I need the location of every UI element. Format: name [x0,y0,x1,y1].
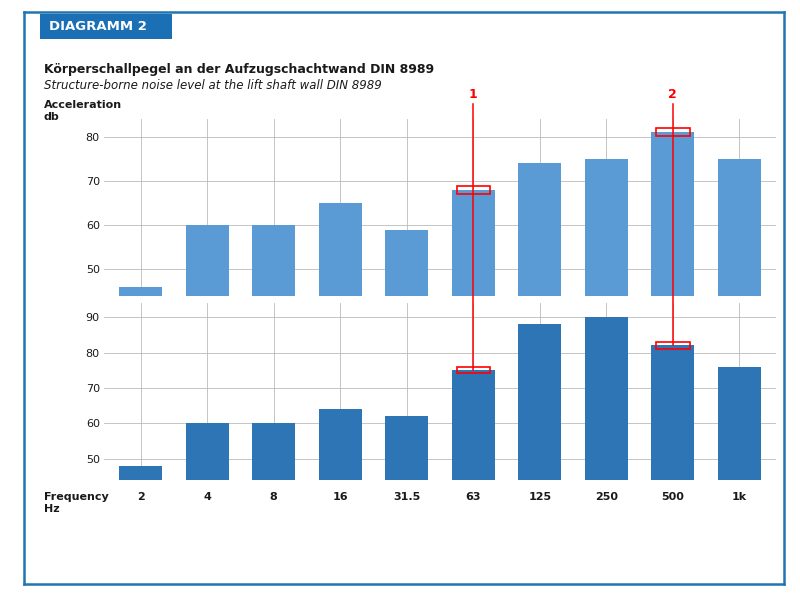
Bar [385,229,428,491]
Text: 4: 4 [203,492,211,502]
Text: 63: 63 [466,492,481,502]
Text: 2: 2 [669,88,678,101]
Text: DIAGRAMM 2: DIAGRAMM 2 [50,20,147,33]
Bar [385,416,428,596]
Bar [585,159,628,491]
Bar [518,324,562,596]
Bar [656,342,690,349]
Bar [119,465,162,596]
Text: Körperschallpegel an der Aufzugschachtwand DIN 8989: Körperschallpegel an der Aufzugschachtwa… [44,63,434,76]
Text: 8: 8 [270,492,278,502]
Bar [718,367,761,596]
Bar [186,423,229,596]
Bar [457,367,490,373]
Bar [585,317,628,596]
Bar [651,132,694,491]
Text: Hz: Hz [44,504,60,514]
Bar [651,346,694,596]
Text: 16: 16 [332,492,348,502]
Text: 31.5: 31.5 [393,492,420,502]
Bar [318,203,362,491]
Text: 2: 2 [137,492,145,502]
Bar [718,159,761,491]
Text: 125: 125 [528,492,551,502]
Bar [452,190,495,491]
Text: Structure-borne noise level at the lift shaft wall DIN 8989: Structure-borne noise level at the lift … [44,79,382,92]
Bar [252,225,295,491]
Text: 1k: 1k [732,492,747,502]
Text: Acceleration: Acceleration [44,100,122,110]
Bar [186,225,229,491]
Text: db: db [44,112,60,122]
Bar [518,163,562,491]
Bar [457,186,490,194]
Bar [656,129,690,136]
Bar [119,287,162,491]
Text: 500: 500 [662,492,684,502]
Bar [452,370,495,596]
Bar [318,409,362,596]
Text: 1: 1 [469,88,478,101]
Text: 250: 250 [595,492,618,502]
Text: Frequency: Frequency [44,492,109,502]
Bar [252,423,295,596]
